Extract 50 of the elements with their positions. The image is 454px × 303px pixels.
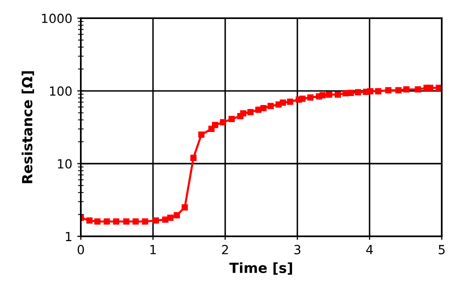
point — [268, 102, 274, 110]
point — [395, 87, 402, 94]
point — [436, 84, 442, 92]
x-axis-title: Time [s] — [229, 262, 292, 275]
point — [220, 119, 226, 126]
y-tick-label: 1 — [66, 232, 72, 242]
point — [190, 154, 197, 161]
point — [247, 109, 254, 116]
point — [375, 88, 382, 94]
point — [86, 217, 93, 224]
point — [94, 218, 101, 225]
point — [320, 92, 326, 98]
point — [255, 106, 262, 113]
point — [280, 99, 286, 106]
point — [142, 218, 148, 225]
point — [240, 110, 246, 117]
point — [367, 88, 374, 94]
y-axis-title: Resistance [Ω] — [22, 71, 34, 184]
x-tick-label: 5 — [438, 245, 445, 254]
point — [287, 98, 294, 105]
x-tick-label: 0 — [78, 244, 84, 254]
point — [152, 217, 160, 224]
point — [334, 91, 341, 98]
point — [113, 218, 120, 225]
x-tick-label: 1 — [150, 245, 156, 254]
point — [326, 91, 332, 98]
point — [307, 94, 314, 101]
point — [198, 132, 204, 138]
point — [427, 84, 434, 92]
x-tick-label: 4 — [366, 245, 373, 254]
point — [354, 89, 362, 96]
point — [260, 104, 267, 112]
x-tick-label: 2 — [222, 244, 228, 254]
point — [104, 218, 110, 225]
point — [414, 86, 422, 92]
point — [182, 204, 188, 211]
x-tick-label: 3 — [294, 244, 300, 254]
point — [167, 214, 174, 221]
y-tick-label: 10 — [58, 159, 72, 169]
point — [228, 116, 235, 122]
point — [385, 87, 392, 94]
point — [348, 90, 354, 96]
y-tick-label: 1000 — [42, 14, 72, 24]
point — [212, 122, 218, 128]
point — [123, 218, 130, 225]
point — [174, 212, 180, 218]
point — [132, 218, 139, 225]
point — [403, 86, 410, 92]
y-tick-label: 100 — [50, 86, 72, 96]
point — [299, 96, 306, 102]
